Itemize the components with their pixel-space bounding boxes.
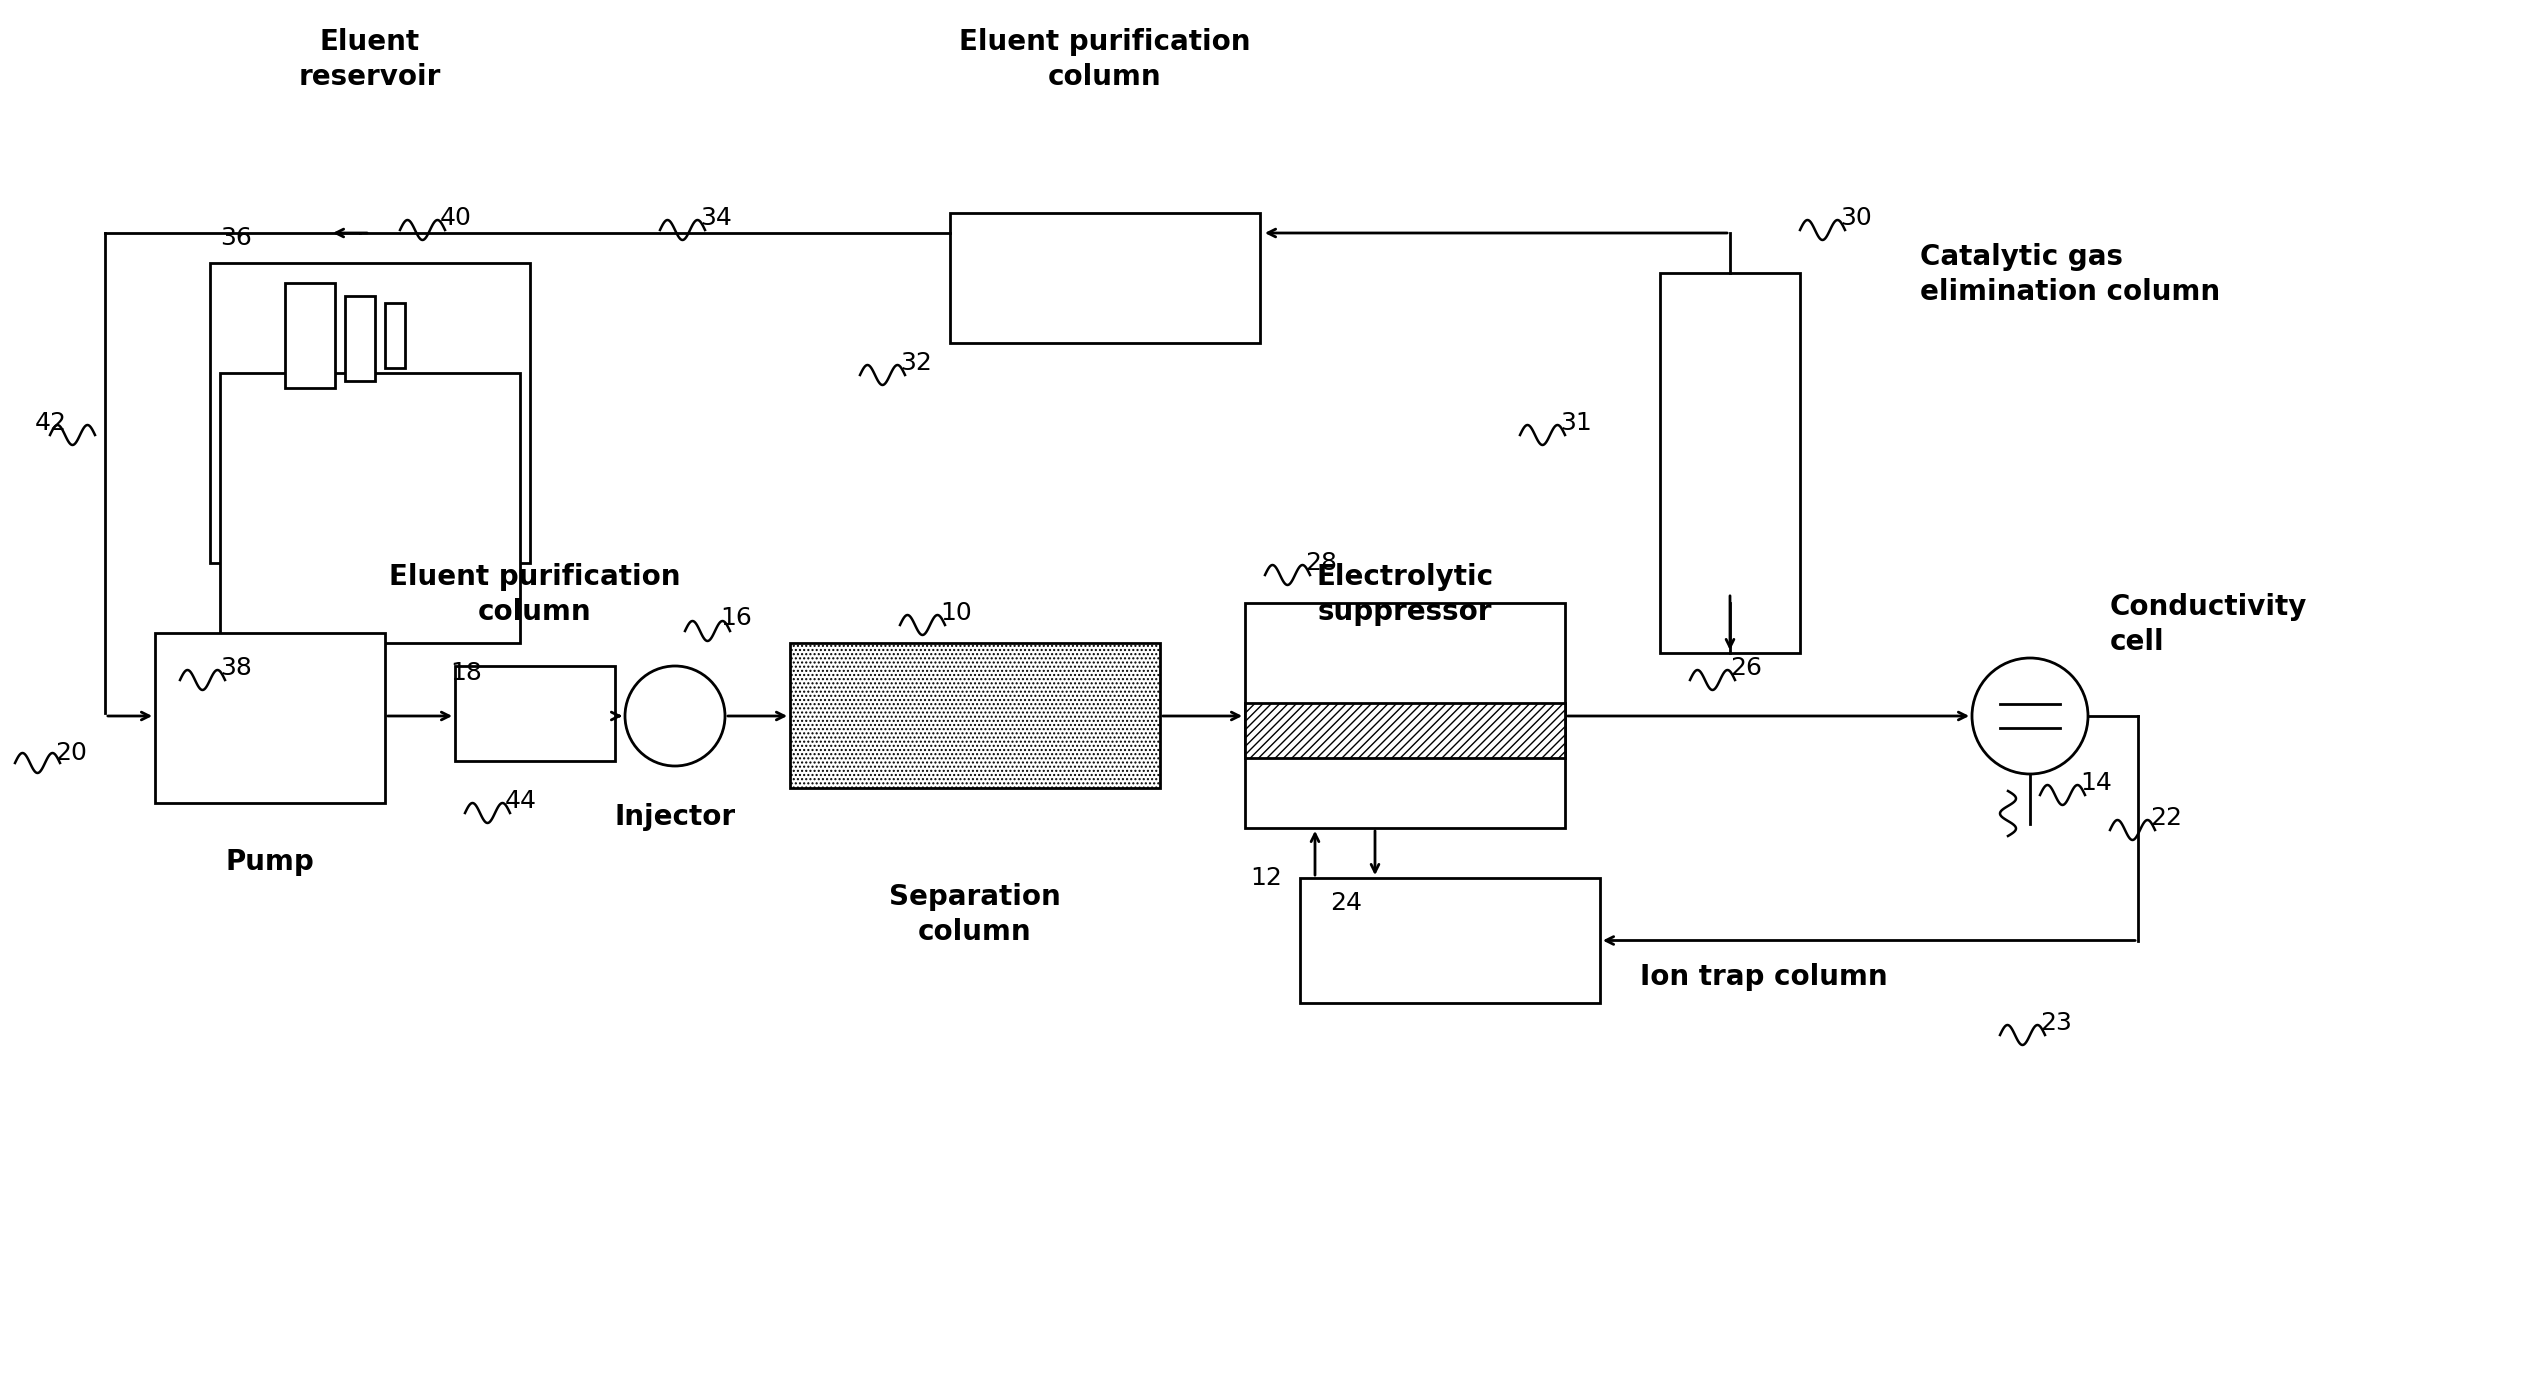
Bar <box>1660 273 1799 654</box>
Bar <box>1300 877 1599 1004</box>
Text: 20: 20 <box>56 741 86 765</box>
Text: 12: 12 <box>1250 866 1283 890</box>
Bar <box>949 213 1260 343</box>
Text: Pump: Pump <box>225 849 314 876</box>
Text: 34: 34 <box>701 206 731 231</box>
Text: 23: 23 <box>2039 1011 2072 1035</box>
Bar <box>210 264 529 563</box>
Text: 30: 30 <box>1839 206 1872 231</box>
Text: 14: 14 <box>2080 772 2113 795</box>
Bar <box>789 643 1159 788</box>
Text: 10: 10 <box>941 601 972 625</box>
Text: Ion trap column: Ion trap column <box>1639 962 1887 991</box>
Bar <box>385 303 405 368</box>
Bar <box>1245 603 1566 828</box>
Text: Catalytic gas
elimination column: Catalytic gas elimination column <box>1920 243 2221 306</box>
Text: Eluent purification
column: Eluent purification column <box>959 27 1250 91</box>
Text: 28: 28 <box>1305 551 1336 575</box>
Bar <box>220 373 521 643</box>
Text: Injector: Injector <box>615 803 736 831</box>
Text: 32: 32 <box>901 351 931 375</box>
Text: Electrolytic
suppressor: Electrolytic suppressor <box>1316 563 1493 626</box>
Text: Eluent purification
column: Eluent purification column <box>390 563 681 626</box>
Text: 42: 42 <box>35 411 66 435</box>
Text: 18: 18 <box>450 660 481 685</box>
Text: 44: 44 <box>506 789 536 813</box>
Text: 40: 40 <box>440 206 473 231</box>
Bar <box>455 666 615 761</box>
Text: 24: 24 <box>1331 891 1361 914</box>
Bar <box>1245 703 1566 758</box>
Text: Separation
column: Separation column <box>888 883 1060 946</box>
Circle shape <box>1971 658 2087 774</box>
Text: Eluent
reservoir: Eluent reservoir <box>299 27 440 91</box>
Text: Conductivity
cell: Conductivity cell <box>2110 593 2307 655</box>
Bar <box>154 633 385 803</box>
Bar <box>344 297 374 380</box>
Text: 16: 16 <box>721 605 751 630</box>
Text: 22: 22 <box>2150 806 2181 831</box>
Circle shape <box>625 666 726 766</box>
Text: 38: 38 <box>220 656 253 680</box>
Text: 36: 36 <box>220 227 253 250</box>
Bar <box>286 283 334 389</box>
Text: 26: 26 <box>1731 656 1761 680</box>
Text: 31: 31 <box>1561 411 1591 435</box>
